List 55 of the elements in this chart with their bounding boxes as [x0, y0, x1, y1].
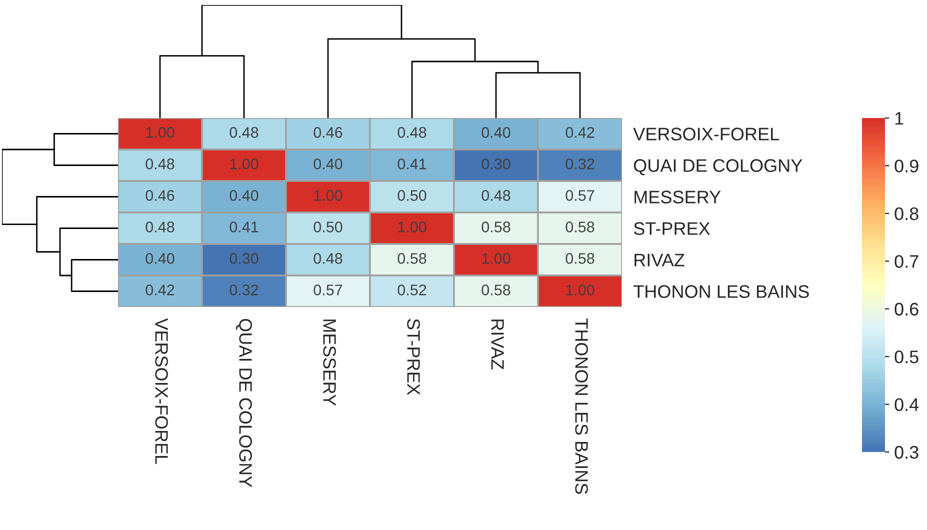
color-bar-label: 0.9	[894, 160, 918, 172]
data-label: 0.58	[566, 253, 594, 264]
data-label: 1.00	[398, 222, 426, 232]
data-label: 0.48	[146, 158, 174, 170]
x-tick-label: ST-PREX	[407, 318, 420, 395]
color-bar-label: 0.8	[894, 207, 918, 220]
color-bar-label: 0.4	[894, 398, 919, 412]
data-label: 0.46	[314, 127, 342, 138]
data-label: 0.30	[482, 158, 510, 170]
data-label: 0.48	[146, 222, 174, 232]
data-label: 0.58	[482, 284, 510, 296]
y-tick-label: VERSOIX-FOREL	[633, 128, 779, 140]
data-label: 1.00	[146, 127, 174, 138]
data-label: 0.48	[482, 190, 510, 201]
data-label: 0.57	[314, 284, 342, 296]
data-label: 0.48	[230, 127, 258, 138]
data-label: 0.40	[146, 253, 174, 264]
x-tick-label: QUAI DE COLOGNY	[236, 318, 252, 488]
data-label: 0.42	[566, 127, 594, 138]
color-bar-label: 1	[895, 112, 904, 125]
data-label: 0.41	[230, 222, 258, 232]
data-label: 0.58	[398, 253, 426, 264]
data-label: 1.00	[482, 253, 510, 264]
color-bar-label: 0.6	[894, 302, 918, 316]
data-label: 0.48	[314, 253, 342, 264]
y-tick-label: THONON LES BAINS	[634, 285, 809, 298]
y-tick-label: RIVAZ	[634, 254, 684, 266]
data-label: 0.32	[230, 284, 258, 296]
color-bar-label: 0.3	[894, 446, 918, 459]
data-label: 0.41	[398, 158, 426, 170]
data-label: 0.52	[398, 284, 426, 296]
data-label: 0.40	[314, 158, 342, 170]
data-label: 0.40	[482, 127, 510, 138]
data-label: 0.46	[146, 190, 174, 201]
data-label: 0.40	[230, 190, 258, 201]
color-bar-label: 0.7	[894, 255, 918, 268]
x-tick-label: RIVAZ	[491, 320, 504, 370]
x-tick-label: MESSERY	[323, 320, 336, 406]
data-label: 0.50	[314, 222, 342, 232]
data-label: 0.58	[482, 222, 510, 232]
x-tick-label: VERSOIX-FOREL	[155, 318, 168, 464]
data-label: 1.00	[314, 190, 342, 201]
data-label: 0.57	[566, 190, 594, 201]
data-label: 0.48	[398, 127, 426, 138]
data-label: 0.32	[566, 158, 594, 170]
data-label: 0.50	[398, 190, 426, 201]
y-tick-label: QUAI DE COLOGNY	[634, 159, 802, 176]
data-label: 0.58	[566, 222, 594, 232]
color-bar-label: 0.5	[894, 350, 918, 364]
y-tick-label: MESSERY	[634, 190, 721, 204]
data-label: 1.00	[230, 158, 258, 170]
data-label: 1.00	[566, 284, 594, 296]
data-label: 0.30	[230, 253, 258, 264]
data-label: 0.42	[146, 284, 174, 296]
y-tick-label: ST-PREX	[634, 222, 710, 235]
